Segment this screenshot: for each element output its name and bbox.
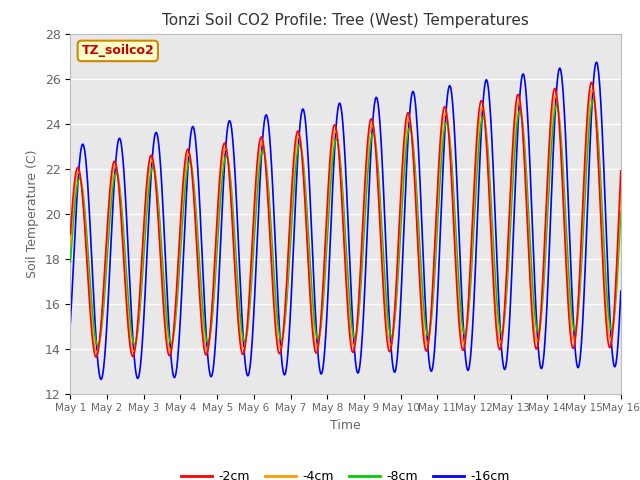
Legend: -2cm, -4cm, -8cm, -16cm: -2cm, -4cm, -8cm, -16cm: [176, 465, 515, 480]
Text: TZ_soilco2: TZ_soilco2: [81, 44, 154, 58]
X-axis label: Time: Time: [330, 419, 361, 432]
Y-axis label: Soil Temperature (C): Soil Temperature (C): [26, 149, 39, 278]
Title: Tonzi Soil CO2 Profile: Tree (West) Temperatures: Tonzi Soil CO2 Profile: Tree (West) Temp…: [162, 13, 529, 28]
